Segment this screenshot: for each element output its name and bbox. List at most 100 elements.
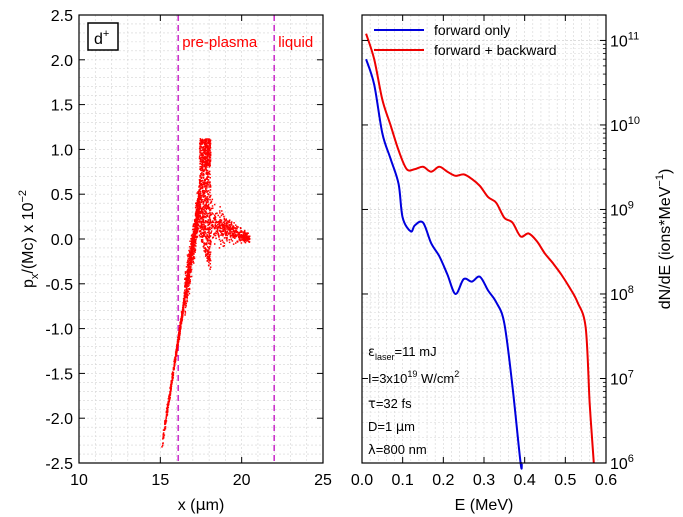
scatter-point: [202, 205, 205, 208]
scatter-point: [199, 142, 201, 144]
scatter-point: [187, 263, 190, 265]
scatter-point: [220, 224, 223, 226]
scatter-point: [186, 291, 189, 293]
scatter-point: [216, 224, 219, 226]
scatter-point: [248, 238, 251, 241]
scatter-point: [168, 399, 171, 401]
scatter-point: [204, 160, 206, 163]
scatter-point: [182, 306, 185, 308]
scatter-point: [209, 241, 212, 243]
scatter-point: [202, 235, 205, 238]
right-xtick-label: 0.2: [432, 472, 454, 489]
scatter-point: [186, 269, 189, 271]
scatter-point: [219, 227, 222, 230]
scatter-point: [213, 233, 215, 236]
scatter-point: [197, 190, 199, 193]
scatter-point: [190, 252, 192, 254]
scatter-point: [199, 151, 201, 154]
right-ytick-label: 108: [610, 284, 634, 304]
scatter-point: [209, 194, 212, 197]
scatter-point: [228, 226, 230, 228]
scatter-point: [240, 234, 242, 237]
left-panel: 10 15 20 25 -2.5 -2.0 -1.5 -1.0 -0.5 0.0 0.5 1.0 1.5…: [17, 8, 332, 514]
left-scatter-points: [161, 138, 251, 448]
scatter-point: [192, 246, 194, 248]
annotation-intensity-sup: 19: [407, 369, 417, 379]
scatter-point: [198, 225, 201, 227]
scatter-point: [198, 203, 200, 205]
scatter-point: [208, 232, 210, 235]
scatter-point: [177, 342, 179, 344]
scatter-point: [200, 169, 203, 171]
scatter-point: [241, 234, 244, 237]
scatter-point: [206, 199, 209, 201]
scatter-point: [205, 156, 207, 158]
scatter-point: [189, 279, 191, 281]
scatter-point: [229, 235, 232, 238]
left-y-axis-label: px/(Mc) x 10−2: [17, 190, 41, 288]
scatter-point: [195, 213, 198, 216]
scatter-point: [195, 226, 197, 228]
scatter-point: [162, 435, 164, 437]
scatter-point: [197, 210, 200, 212]
scatter-point: [205, 199, 207, 201]
scatter-point: [226, 225, 229, 227]
annotation-energy: εlaser=11 mJ: [368, 344, 437, 362]
scatter-point: [203, 204, 206, 206]
scatter-point: [232, 225, 235, 228]
annotation-intensity-base: I=3x10: [368, 371, 407, 386]
scatter-point: [195, 231, 198, 233]
scatter-point: [202, 161, 204, 163]
scatter-point: [231, 227, 234, 230]
scatter-point: [188, 276, 190, 279]
scatter-point: [230, 227, 233, 229]
scatter-point: [216, 212, 218, 214]
scatter-point: [190, 268, 193, 271]
scatter-point: [217, 220, 220, 223]
scatter-point: [201, 235, 204, 237]
right-ytick-label: 1010: [610, 115, 640, 135]
scatter-point: [204, 150, 207, 152]
scatter-point: [165, 421, 167, 424]
scatter-point: [192, 236, 195, 238]
scatter-point: [192, 244, 195, 247]
left-vlines: [177, 15, 276, 463]
scatter-point: [234, 224, 237, 226]
scatter-point: [243, 229, 246, 232]
scatter-point: [219, 218, 221, 221]
scatter-point: [232, 232, 235, 234]
scatter-point: [194, 249, 197, 252]
scatter-point: [222, 229, 224, 231]
scatter-point: [196, 219, 198, 221]
scatter-point: [209, 162, 211, 164]
scatter-point: [192, 258, 195, 260]
scatter-point: [209, 184, 212, 186]
scatter-point: [222, 234, 224, 237]
scatter-point: [232, 229, 235, 232]
scatter-point: [170, 385, 173, 388]
scatter-point: [214, 234, 217, 237]
left-xlabel-post: m): [206, 497, 225, 514]
scatter-point: [209, 266, 212, 268]
scatter-point: [203, 212, 206, 215]
scatter-point: [174, 360, 176, 363]
scatter-point: [208, 215, 211, 217]
scatter-point: [201, 172, 203, 174]
scatter-point: [208, 223, 210, 226]
scatter-point: [199, 196, 202, 198]
scatter-point: [187, 288, 190, 290]
scatter-point: [204, 185, 206, 188]
annotation-energy-rest: =11 mJ: [395, 344, 437, 359]
scatter-point: [202, 221, 204, 224]
scatter-point: [185, 295, 188, 298]
left-ytick-label: -2.0: [45, 411, 73, 428]
scatter-point: [222, 233, 225, 236]
scatter-point: [206, 182, 209, 184]
scatter-point: [205, 211, 207, 214]
scatter-point: [234, 234, 236, 237]
scatter-point: [245, 240, 248, 242]
scatter-point: [186, 287, 188, 290]
annotation-wavelength-base: λ: [368, 443, 376, 458]
scatter-point: [185, 289, 188, 291]
legend-label-forward-only: forward only: [434, 22, 510, 38]
